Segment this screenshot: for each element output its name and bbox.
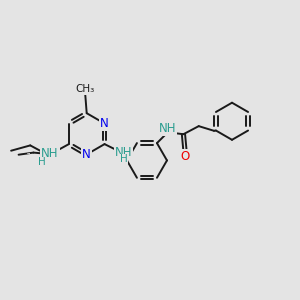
Text: NH: NH: [115, 146, 132, 159]
Text: N: N: [82, 148, 91, 161]
Text: ethyl: ethyl: [27, 153, 30, 154]
Text: NH: NH: [41, 147, 59, 160]
Text: H: H: [120, 154, 127, 164]
Text: O: O: [181, 150, 190, 163]
Text: H: H: [38, 158, 45, 167]
Text: N: N: [100, 117, 109, 130]
Text: NH: NH: [159, 122, 176, 136]
Text: CH₃: CH₃: [76, 84, 95, 94]
